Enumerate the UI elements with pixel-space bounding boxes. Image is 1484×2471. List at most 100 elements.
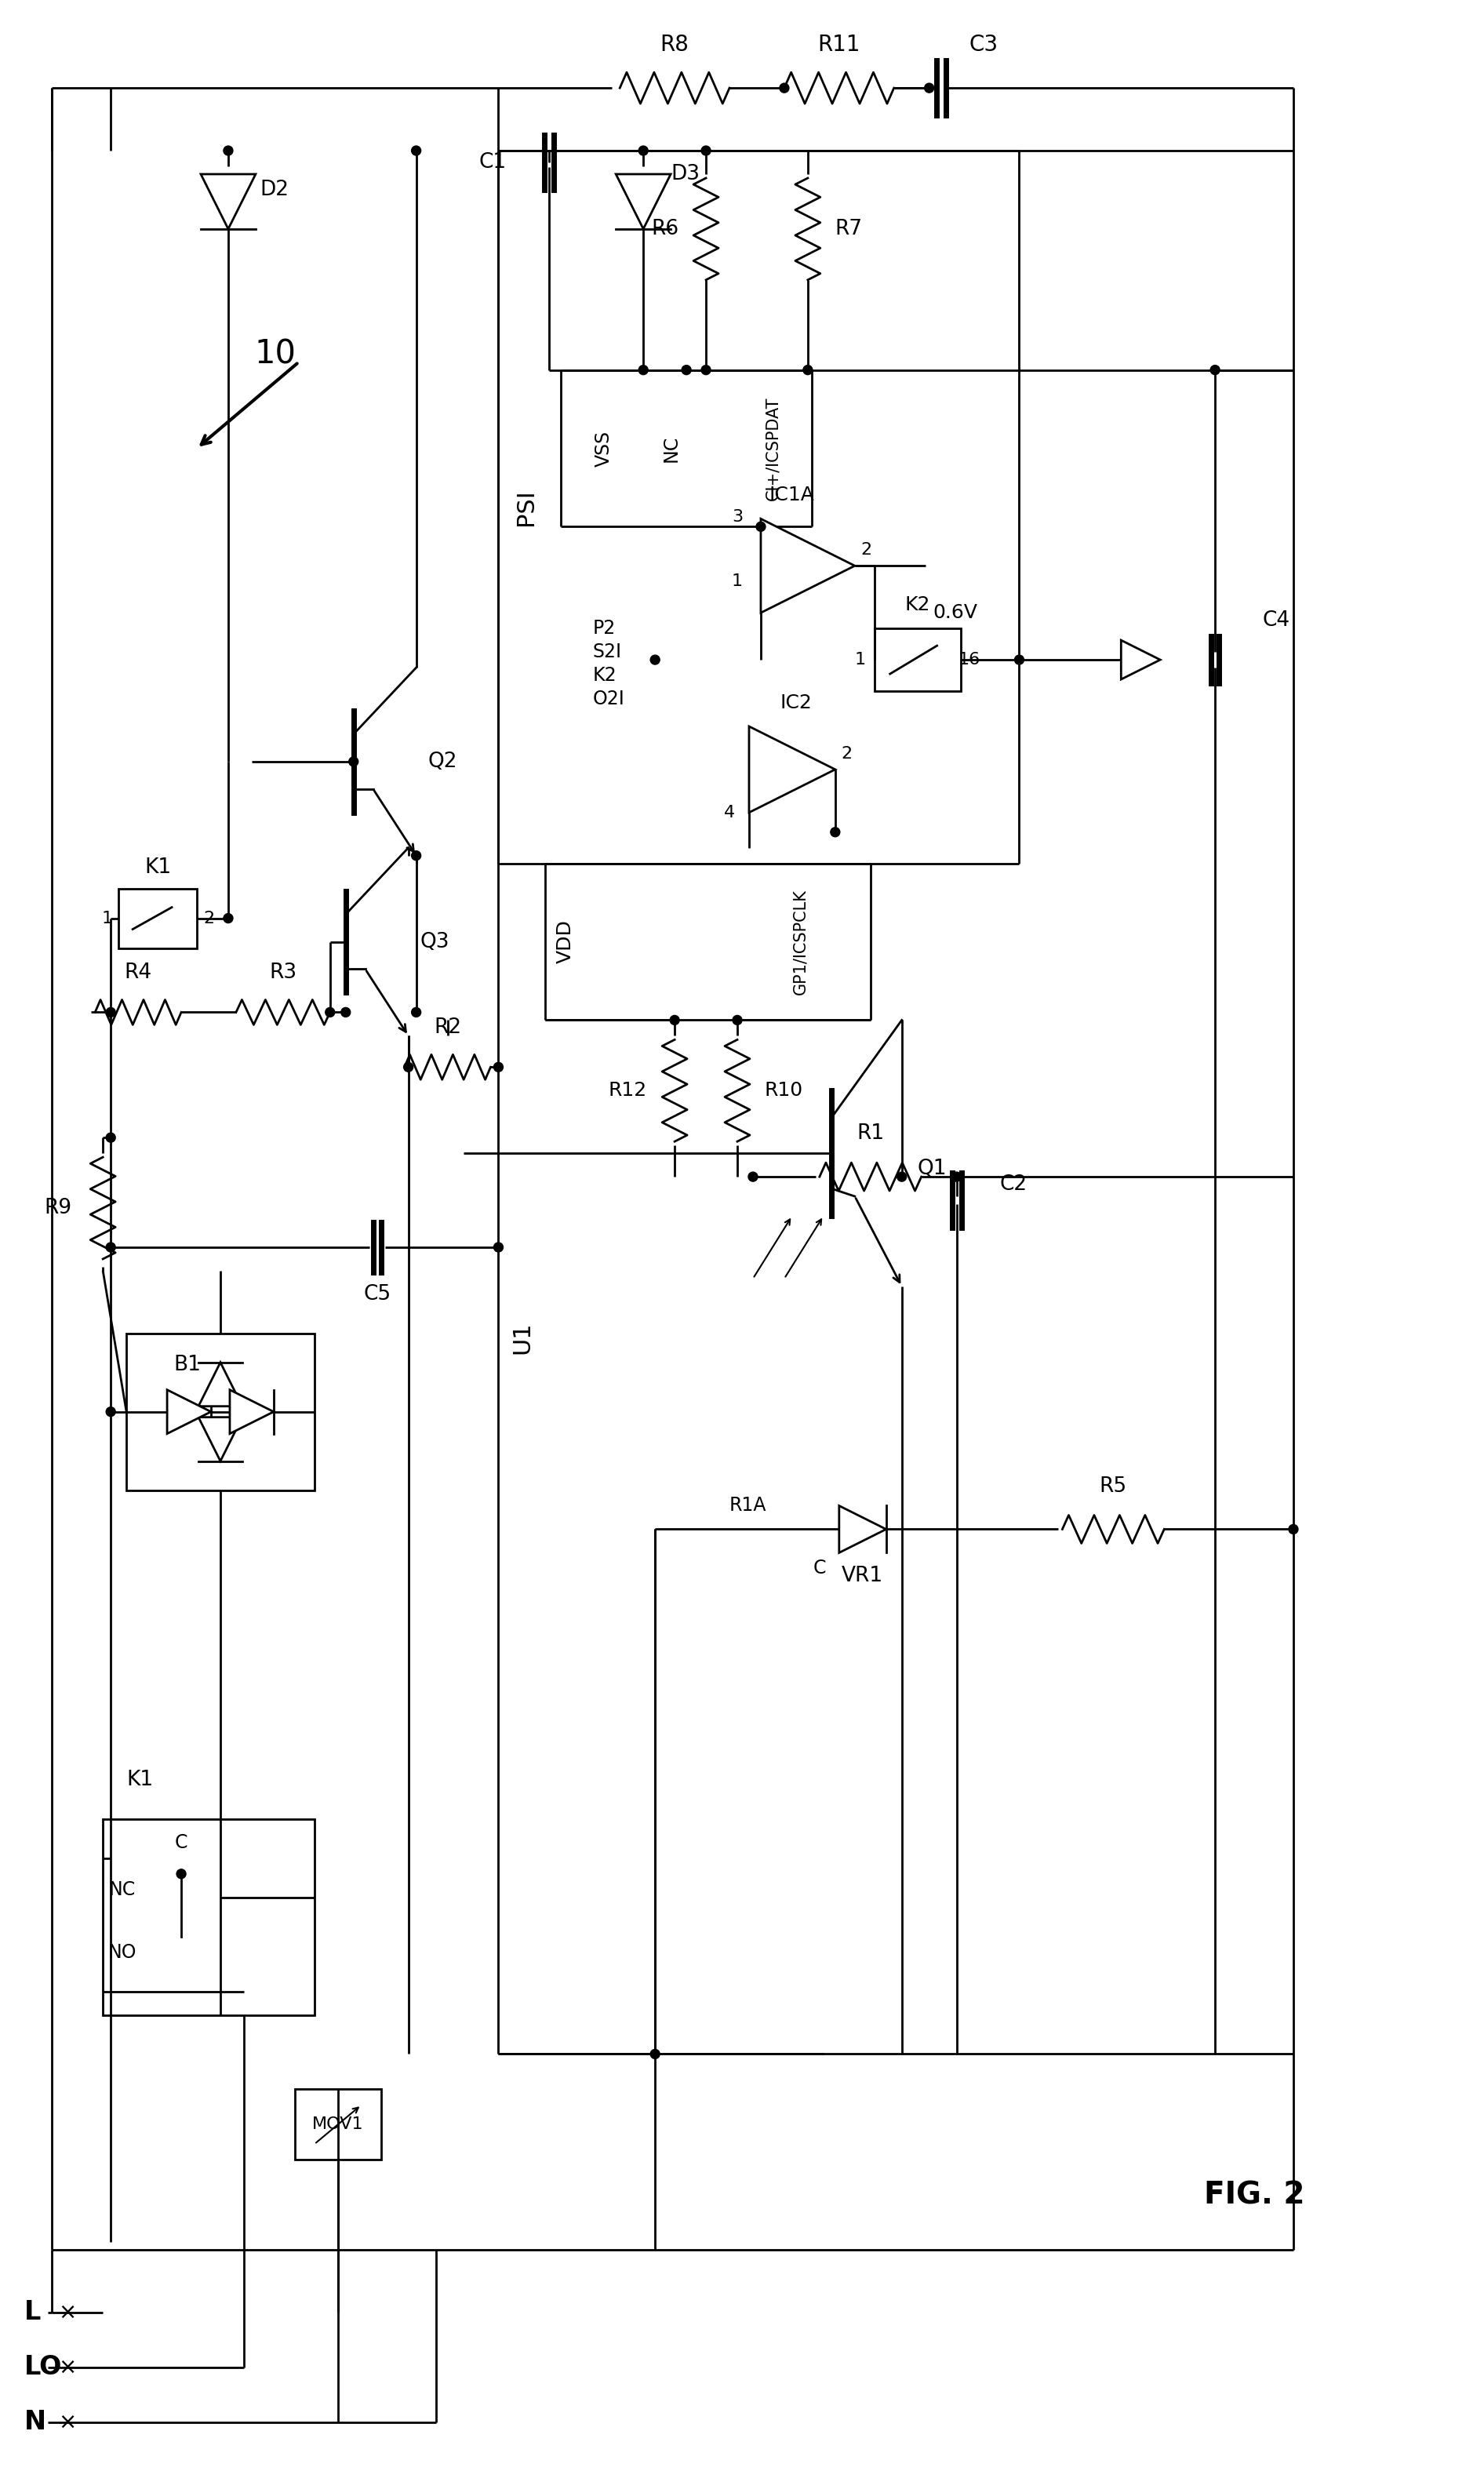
Circle shape (650, 655, 660, 665)
Text: S2I: S2I (592, 642, 622, 662)
Text: D2: D2 (260, 180, 288, 200)
Text: 0.6V: 0.6V (933, 603, 978, 623)
Circle shape (831, 828, 840, 838)
Circle shape (896, 1171, 907, 1181)
Bar (119, 890, 197, 949)
Polygon shape (168, 1389, 211, 1433)
Text: D3: D3 (671, 163, 700, 185)
Text: R6: R6 (651, 220, 678, 240)
Circle shape (681, 366, 692, 376)
Text: O2I: O2I (592, 689, 625, 709)
Text: K1: K1 (144, 857, 171, 877)
Circle shape (411, 1008, 421, 1018)
Text: R9: R9 (45, 1198, 71, 1218)
Circle shape (177, 1868, 186, 1878)
Text: ×: × (58, 2301, 77, 2323)
Circle shape (669, 1016, 680, 1025)
Text: 2: 2 (861, 541, 873, 558)
Text: -: - (769, 576, 776, 591)
Text: R4: R4 (125, 964, 151, 983)
Text: ×: × (58, 2357, 77, 2380)
Text: PSI: PSI (515, 489, 537, 526)
Polygon shape (199, 1362, 242, 1406)
Text: L: L (25, 2301, 42, 2325)
Text: IC1A: IC1A (769, 487, 815, 504)
Text: VDD: VDD (555, 919, 574, 964)
Circle shape (494, 1063, 503, 1072)
Text: C2: C2 (1000, 1174, 1027, 1196)
Circle shape (105, 1008, 116, 1018)
Circle shape (349, 756, 358, 766)
Text: C: C (175, 1833, 187, 1851)
Text: 2: 2 (841, 746, 852, 761)
Polygon shape (199, 1418, 242, 1460)
Text: K1: K1 (126, 1769, 153, 1789)
Text: VSS: VSS (595, 430, 613, 467)
Text: NC: NC (108, 1880, 137, 1898)
Text: NO: NO (108, 1942, 137, 1962)
Text: IC2: IC2 (781, 694, 812, 712)
Text: GP1/ICSPCLK: GP1/ICSPCLK (792, 890, 807, 996)
Circle shape (951, 1171, 962, 1181)
Text: C3: C3 (969, 35, 999, 57)
Circle shape (733, 1016, 742, 1025)
Circle shape (1211, 366, 1220, 376)
Bar (102, 1819, 315, 2014)
Text: Q1: Q1 (917, 1159, 947, 1179)
Text: U1: U1 (510, 1322, 533, 1354)
Circle shape (224, 146, 233, 156)
Text: CI+/ICSPDAT: CI+/ICSPDAT (764, 395, 781, 499)
Polygon shape (200, 173, 255, 230)
Text: 1: 1 (101, 909, 113, 927)
Text: NC: NC (662, 435, 680, 462)
Circle shape (1015, 655, 1024, 665)
Text: R1A: R1A (730, 1497, 767, 1515)
Text: Q2: Q2 (427, 751, 457, 771)
Circle shape (638, 366, 649, 376)
Polygon shape (616, 173, 671, 230)
Text: C5: C5 (364, 1285, 390, 1305)
Text: R12: R12 (608, 1082, 647, 1100)
Bar (126, 1334, 315, 1490)
Text: MOV1: MOV1 (312, 2118, 364, 2132)
Text: VR1: VR1 (841, 1567, 883, 1586)
Text: LO: LO (25, 2355, 62, 2380)
Circle shape (105, 1243, 116, 1253)
Circle shape (1288, 1525, 1298, 1534)
Circle shape (755, 521, 766, 531)
Text: 4: 4 (724, 806, 735, 820)
Polygon shape (230, 1389, 273, 1433)
Text: R2: R2 (433, 1018, 462, 1038)
Text: C1: C1 (479, 153, 506, 173)
Circle shape (105, 1132, 116, 1142)
Text: R11: R11 (818, 35, 861, 57)
Circle shape (411, 850, 421, 860)
Circle shape (650, 2048, 660, 2058)
Text: R5: R5 (1100, 1475, 1126, 1497)
Circle shape (803, 366, 812, 376)
Circle shape (404, 1063, 413, 1072)
Text: 2: 2 (203, 909, 214, 927)
Text: C4: C4 (1261, 610, 1290, 630)
Text: 10: 10 (254, 339, 295, 371)
Text: Q3: Q3 (420, 932, 450, 951)
Text: R3: R3 (269, 964, 297, 983)
Text: C: C (813, 1559, 827, 1579)
Circle shape (494, 1243, 503, 1253)
Text: K2: K2 (905, 596, 930, 615)
Text: N: N (25, 2409, 46, 2434)
Text: +: + (766, 541, 781, 556)
Circle shape (779, 84, 789, 94)
Circle shape (105, 1406, 116, 1416)
Text: B1: B1 (174, 1354, 200, 1374)
Polygon shape (749, 726, 835, 813)
Circle shape (411, 146, 421, 156)
Text: K2: K2 (592, 667, 616, 684)
Circle shape (341, 1008, 350, 1018)
Text: 3: 3 (732, 509, 743, 524)
Circle shape (925, 84, 933, 94)
Text: R10: R10 (764, 1082, 803, 1100)
Text: FIG. 2: FIG. 2 (1204, 2179, 1304, 2209)
Circle shape (224, 914, 233, 924)
Circle shape (702, 146, 711, 156)
